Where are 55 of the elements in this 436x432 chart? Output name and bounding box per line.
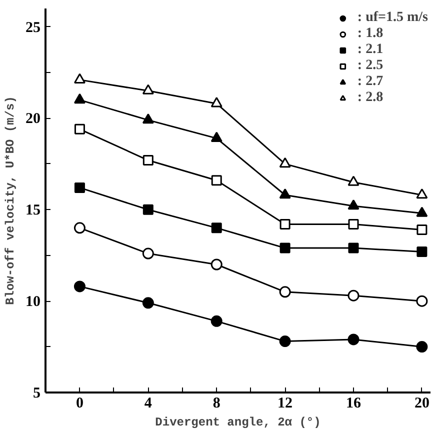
legend-label: : 2.5 [357, 58, 384, 74]
point [74, 124, 85, 134]
x-tick-label: 8 [212, 396, 220, 412]
point [211, 222, 222, 234]
point [416, 206, 428, 217]
point [416, 224, 428, 236]
point [279, 336, 291, 348]
point [416, 295, 428, 307]
legend-label: : uf=1.5 m/s [357, 10, 428, 26]
point [142, 297, 154, 309]
point [348, 219, 359, 230]
x-tick-label: 12 [278, 396, 293, 412]
point [416, 188, 428, 199]
x-axis-title: Divergent angle, 2α (°) [155, 416, 321, 430]
x-tick-label: 16 [346, 396, 362, 412]
y-tick-label: 20 [26, 111, 40, 128]
point [74, 73, 86, 84]
point [142, 248, 154, 260]
point [210, 97, 222, 108]
point [280, 219, 290, 230]
point [142, 155, 154, 166]
point [416, 341, 428, 353]
y-axis-title: Blow-off velocity, U*BO (m/s) [4, 96, 18, 305]
point [279, 286, 291, 298]
point [348, 199, 360, 210]
x-tick-label: 4 [144, 396, 152, 412]
legend-label: : 2.8 [357, 90, 384, 106]
point [142, 114, 154, 124]
point [74, 182, 85, 193]
point [348, 242, 359, 254]
point [210, 258, 222, 270]
legend-label: : 2.1 [357, 42, 384, 58]
y-tick-label: 25 [26, 20, 40, 36]
y-tick-label: 10 [26, 294, 40, 310]
x-tick-label: 20 [414, 396, 430, 412]
point [211, 175, 222, 186]
point [348, 334, 360, 346]
point [210, 315, 222, 327]
legend-label: : 1.8 [357, 26, 384, 42]
point [74, 280, 86, 292]
point [74, 222, 86, 234]
point [280, 242, 290, 254]
point [348, 176, 360, 186]
point [279, 188, 291, 199]
y-tick-label: 5 [33, 386, 40, 402]
point [210, 132, 222, 142]
point [279, 157, 291, 168]
legend-label: : 2.7 [357, 74, 384, 90]
point [142, 204, 154, 215]
y-tick-label: 15 [26, 202, 40, 219]
point [416, 246, 428, 257]
point [74, 93, 86, 104]
point [348, 290, 360, 302]
x-tick-label: 0 [76, 396, 84, 412]
point [142, 84, 154, 94]
